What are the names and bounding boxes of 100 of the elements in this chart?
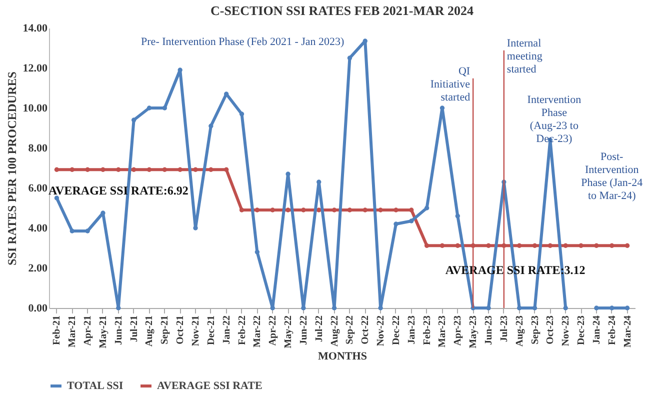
point [286, 208, 290, 212]
x-axis-title: MONTHS [318, 350, 367, 362]
point [362, 38, 368, 44]
x-tick-label: Jul-21 [128, 316, 140, 342]
point [394, 222, 398, 226]
point [70, 167, 74, 172]
y-tick-label: 10.00 [22, 102, 48, 114]
point [578, 243, 584, 248]
point [440, 243, 445, 248]
y-tick-label: 6.00 [28, 182, 48, 194]
point [116, 167, 121, 172]
point [208, 124, 214, 128]
point [178, 68, 182, 72]
point [270, 208, 275, 212]
x-tick-label: Mar-23 [437, 316, 448, 348]
point [316, 180, 322, 184]
ref-line-label: Internal meeting started [506, 37, 543, 76]
point [594, 243, 599, 248]
point [455, 214, 460, 218]
point [70, 228, 74, 234]
y-tick-label: 4.00 [28, 222, 48, 234]
point [347, 56, 352, 60]
point [594, 306, 599, 310]
x-tick-label: May-22 [283, 316, 294, 348]
point [301, 306, 306, 310]
point [610, 243, 614, 248]
point [486, 306, 491, 310]
point [610, 306, 614, 310]
point [516, 306, 522, 310]
point [146, 167, 152, 172]
legend-label: AVERAGE SSI RATE [157, 380, 262, 392]
x-tick-label: Oct-21 [175, 316, 186, 344]
x-tick-label: Apr-21 [82, 316, 94, 346]
annotation: Pre- Intervention Phase (Feb 2021 - Jan 2023) [141, 36, 345, 48]
point [409, 218, 414, 224]
legend-label: TOTAL SSI [67, 380, 124, 392]
point [378, 208, 383, 212]
x-tick-label: Oct-23 [545, 316, 556, 344]
x-tick-label: Sep-21 [160, 316, 171, 344]
x-tick-label: Apr-23 [452, 316, 464, 346]
x-tick-label: Jan-22 [221, 316, 232, 344]
point [116, 306, 121, 310]
point [378, 306, 383, 310]
y-tick-label: 8.00 [28, 142, 48, 154]
x-tick-label: Jun-22 [298, 316, 310, 345]
point [85, 167, 90, 172]
chart-title: C-SECTION SSI RATES FEB 2021-MAR 2024 [210, 3, 474, 18]
x-tick-label: May-21 [98, 316, 109, 348]
x-tick-label: Nov-21 [190, 316, 202, 346]
point [208, 167, 214, 172]
x-tick-label: Dec-22 [390, 316, 402, 345]
point [239, 112, 244, 116]
y-axis-title: SSI RATES PER 100 PROCEDURES [4, 71, 19, 266]
x-tick-label: Apr-22 [268, 316, 279, 346]
x-tick-label: Oct-22 [360, 316, 372, 344]
point [624, 243, 630, 248]
x-tick-label: Dec-23 [576, 316, 588, 345]
point [394, 208, 398, 212]
point [254, 250, 260, 254]
point [362, 208, 368, 212]
annotation: Post- Intervention Phase (Jan-24 to Mar-24) [581, 151, 644, 202]
y-tick-label: 14.00 [22, 22, 48, 34]
point [100, 210, 106, 216]
point [270, 306, 275, 310]
x-tick-label: Dec-21 [206, 316, 217, 345]
point [286, 172, 290, 176]
point [424, 243, 430, 248]
point [563, 306, 568, 310]
x-tick-label: Nov-22 [376, 316, 387, 346]
x-tick-label: Feb-23 [422, 316, 433, 345]
x-tick-label: Aug-23 [514, 316, 526, 347]
point [131, 118, 136, 122]
point [162, 106, 168, 110]
x-tick-label: Nov-23 [560, 316, 572, 346]
x-tick-label: Aug-21 [144, 316, 156, 347]
x-tick-label: Sep-22 [344, 316, 356, 344]
point [486, 243, 491, 248]
point [54, 167, 60, 172]
x-tick-label: Mar-22 [252, 316, 264, 348]
point [85, 228, 90, 234]
x-tick-label: Feb-24 [606, 316, 618, 345]
x-tick-label: Mar-24 [622, 316, 634, 348]
x-tick-label: Jun-21 [113, 316, 124, 345]
x-tick-label: Feb-21 [52, 316, 63, 345]
point [193, 167, 198, 172]
x-tick-label: Sep-23 [530, 316, 541, 344]
ref-line-label: QI Initiative started [430, 65, 471, 104]
point [178, 167, 182, 172]
x-tick-label: Jan-24 [591, 316, 602, 344]
x-tick-label: Jul-22 [314, 316, 325, 342]
y-tick-label: 12.00 [22, 62, 48, 74]
y-tick-label: 0.00 [28, 302, 48, 314]
y-tick-label: 2.00 [28, 262, 48, 274]
x-tick-label: Jul-23 [498, 316, 510, 342]
x-tick-label: Jan-23 [406, 316, 418, 344]
point [100, 167, 106, 172]
x-tick-label: Jun-23 [484, 316, 494, 345]
point [424, 206, 430, 210]
point [301, 208, 306, 212]
point [193, 226, 198, 230]
